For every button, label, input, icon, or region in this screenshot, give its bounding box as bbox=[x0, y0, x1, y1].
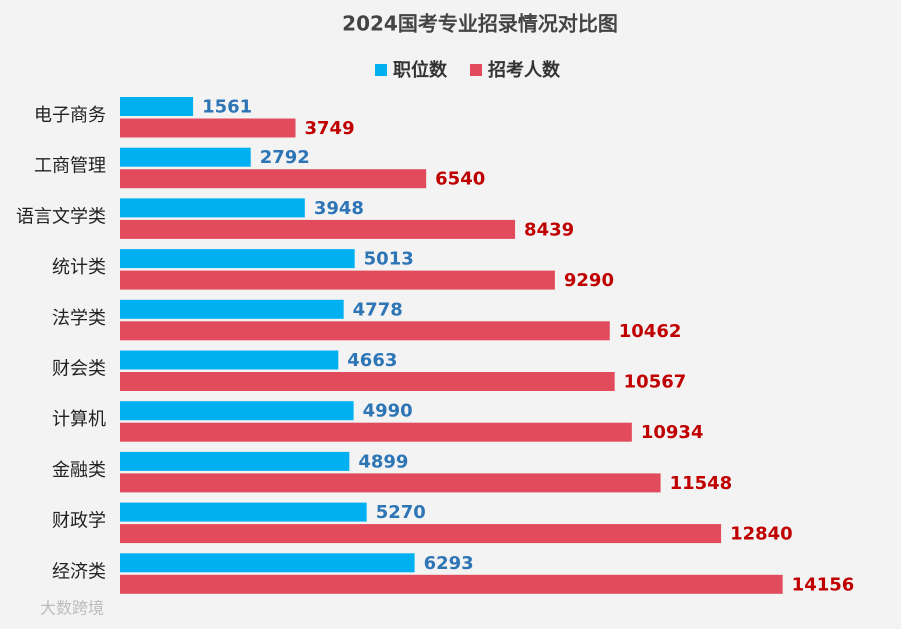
category-label: 计算机 bbox=[52, 409, 106, 430]
value-label: 10934 bbox=[641, 422, 704, 443]
value-label: 5270 bbox=[376, 502, 426, 523]
legend-label: 职位数 bbox=[393, 59, 448, 81]
value-label: 4990 bbox=[363, 401, 413, 422]
legend-swatch bbox=[470, 64, 482, 76]
value-label: 6293 bbox=[424, 553, 474, 574]
category-label: 语言文学类 bbox=[16, 206, 106, 227]
bar bbox=[120, 147, 251, 167]
bar bbox=[120, 97, 194, 116]
value-label: 4778 bbox=[353, 299, 403, 320]
category-label: 财会类 bbox=[52, 359, 106, 380]
value-label: 2792 bbox=[260, 147, 310, 168]
value-label: 3948 bbox=[314, 198, 364, 219]
category-label: 统计类 bbox=[52, 257, 106, 278]
category-label: 法学类 bbox=[52, 308, 106, 329]
legend-swatch bbox=[375, 64, 387, 76]
value-label: 8439 bbox=[524, 219, 574, 240]
category-label: 金融类 bbox=[52, 460, 106, 481]
value-label: 12840 bbox=[730, 524, 793, 545]
bar bbox=[120, 118, 296, 138]
value-label: 1561 bbox=[202, 97, 252, 118]
chart-title: 2024国考专业招录情况对比图 bbox=[342, 12, 618, 36]
value-label: 5013 bbox=[364, 249, 414, 270]
category-label: 财政学 bbox=[52, 511, 106, 532]
bar bbox=[120, 219, 516, 239]
value-label: 6540 bbox=[435, 169, 485, 190]
bar bbox=[120, 422, 632, 442]
bar bbox=[120, 270, 555, 290]
bar bbox=[120, 553, 415, 573]
bar bbox=[120, 473, 661, 493]
value-label: 4663 bbox=[347, 350, 397, 371]
value-label: 10462 bbox=[619, 321, 682, 342]
bar bbox=[120, 169, 427, 189]
category-label: 工商管理 bbox=[34, 156, 106, 177]
bar bbox=[120, 299, 344, 319]
value-label: 3749 bbox=[305, 118, 355, 139]
bar bbox=[120, 372, 615, 391]
bar bbox=[120, 198, 305, 218]
bar bbox=[120, 321, 610, 341]
value-label: 10567 bbox=[624, 372, 687, 393]
legend-label: 招考人数 bbox=[488, 59, 561, 81]
bar bbox=[120, 401, 354, 421]
value-label: 14156 bbox=[792, 574, 855, 595]
watermark: 大数跨境 bbox=[40, 599, 104, 618]
bar bbox=[120, 524, 722, 544]
category-label: 经济类 bbox=[52, 561, 106, 582]
bar bbox=[120, 350, 339, 370]
value-label: 9290 bbox=[564, 270, 614, 291]
bar bbox=[120, 249, 355, 269]
bar bbox=[120, 574, 783, 594]
bar bbox=[120, 502, 367, 522]
category-label: 电子商务 bbox=[34, 105, 106, 126]
value-label: 4899 bbox=[358, 451, 408, 472]
value-label: 11548 bbox=[670, 473, 733, 494]
bar bbox=[120, 451, 350, 471]
